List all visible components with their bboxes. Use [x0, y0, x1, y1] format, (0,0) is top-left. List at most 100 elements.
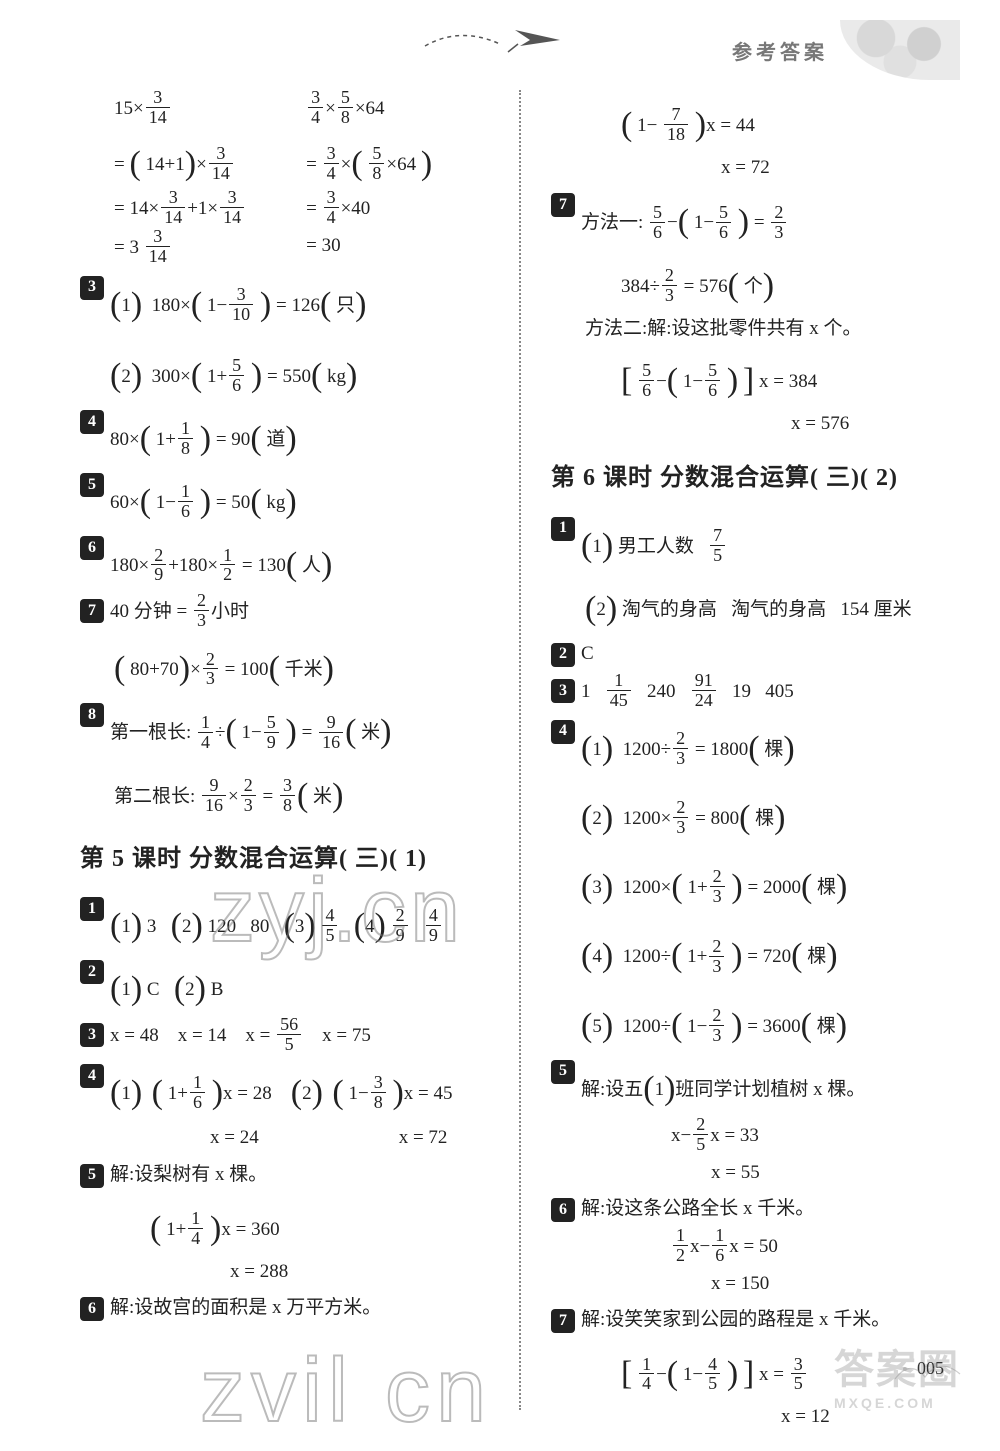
s6q5: 5 解:设五(1)班同学计划植树 x 棵。	[551, 1054, 960, 1115]
s6q7: 7 解:设笑笑家到公园的路程是 x 千米。	[551, 1303, 960, 1337]
q6: 6 180×29+180×12 = 130( 人)	[80, 530, 499, 591]
expr: = 34×40	[306, 190, 432, 229]
badge-7: 7	[551, 193, 575, 217]
expr: x = 150	[551, 1267, 960, 1301]
expr: = 3 314	[114, 229, 246, 268]
expr: 34×58×64	[306, 90, 432, 129]
expr: (3) 1200×( 1+23 ) = 2000( 棵)	[581, 852, 847, 913]
rq7: 7 方法一: 56−( 1−56 ) = 23	[551, 187, 960, 248]
badge-4: 4	[551, 720, 575, 744]
expr: x = 576	[551, 407, 960, 441]
q5: 5 60×( 1−16 ) = 50( kg)	[80, 467, 499, 528]
badge-7: 7	[80, 599, 104, 623]
badge-1: 1	[551, 517, 575, 541]
badge-2: 2	[80, 960, 104, 984]
s6q4: 4 (1) 1200÷23 = 1800( 棵) (2) 1200×23 = 8…	[551, 714, 960, 1052]
expr: x−25x = 33	[551, 1117, 960, 1156]
expr: (1) 男工人数 75	[581, 511, 727, 572]
s6q2: 2 C	[551, 637, 960, 671]
expr: (1) 1200÷23 = 1800( 棵)	[581, 714, 847, 775]
s5q3: 3 x = 48 x = 14 x = 565 x = 75	[80, 1017, 499, 1056]
q4: 4 80×( 1+18 ) = 90( 道)	[80, 404, 499, 465]
expr: x = 55	[551, 1156, 960, 1190]
s5q4: 4 (1) ( 1+16 )x = 28 (2) ( 1−38 )x = 45	[80, 1058, 499, 1119]
badge-5: 5	[80, 473, 104, 497]
expr: 15×314	[114, 90, 246, 129]
expr: x = 288	[80, 1255, 499, 1289]
expr: 解:设梨树有 x 棵。	[110, 1158, 267, 1192]
expr: x = 24	[210, 1121, 259, 1155]
badge-6: 6	[80, 536, 104, 560]
expr: 80×( 1+18 ) = 90( 道)	[110, 404, 297, 465]
q3: 3 (1) 180×( 1−310 ) = 126( 只) (2) 300×( …	[80, 270, 499, 402]
badge-7: 7	[551, 1309, 575, 1333]
s5q5: 5 解:设梨树有 x 棵。	[80, 1158, 499, 1192]
expr: (2) 1200×23 = 800( 棵)	[581, 783, 847, 844]
expr: 40 分钟 = 23小时	[110, 593, 249, 632]
badge-3: 3	[80, 1023, 104, 1047]
header-label: 参考答案	[732, 36, 828, 65]
s6q6: 6 解:设这条公路全长 x 千米。	[551, 1192, 960, 1226]
header-decor	[840, 20, 960, 80]
s5q1: 1 (1) 3 (2) 120 80 (3) 45 (4) 29 49	[80, 891, 499, 952]
section-6-title: 第 6 课时 分数混合运算( 三)( 2)	[551, 457, 960, 500]
expr: = 34×( 58×64 )	[306, 129, 432, 190]
page: 参考答案 15×314 = ( 14+1)×314 = 14×314+1×314…	[0, 0, 1000, 1451]
expr: x = 12	[551, 1400, 960, 1434]
expr: (1) 180×( 1−310 ) = 126( 只)	[110, 270, 366, 331]
badge-3: 3	[551, 679, 575, 703]
expr: 第一根长: 14÷( 1−59 ) = 916( 米)	[110, 697, 391, 758]
s5q6: 6 解:设故宫的面积是 x 万平方米。	[80, 1291, 499, 1325]
expr-block-1: 15×314 = ( 14+1)×314 = 14×314+1×314 = 3 …	[80, 90, 499, 268]
s5q2: 2 (1) C (2) B	[80, 954, 499, 1015]
expr: C	[581, 637, 594, 671]
expr: = 30	[306, 229, 432, 263]
expr: 解:设五(1)班同学计划植树 x 棵。	[581, 1054, 865, 1115]
expr: x = 48 x = 14 x = 565 x = 75	[110, 1017, 371, 1056]
expr: 1 145 240 9124 19 405	[581, 673, 794, 712]
expr: = ( 14+1)×314	[114, 129, 246, 190]
expr: 解:设这条公路全长 x 千米。	[581, 1192, 814, 1226]
right-column: ( 1− 718 )x = 44 x = 72 7 方法一: 56−( 1−56…	[521, 90, 960, 1420]
expr: (1) C (2) B	[110, 954, 223, 1015]
expr: (1) 3 (2) 120 80 (3) 45 (4) 29 49	[110, 891, 443, 952]
left-column: 15×314 = ( 14+1)×314 = 14×314+1×314 = 3 …	[80, 90, 519, 1420]
expr: [ 56−( 1−56 ) ] x = 384	[551, 346, 960, 407]
badge-8: 8	[80, 703, 104, 727]
paper-plane-icon	[420, 26, 600, 56]
badge-4: 4	[80, 410, 104, 434]
q8: 8 第一根长: 14÷( 1−59 ) = 916( 米)	[80, 697, 499, 758]
expr: 180×29+180×12 = 130( 人)	[110, 530, 332, 591]
expr: 解:设故宫的面积是 x 万平方米。	[110, 1291, 381, 1325]
badge-5: 5	[551, 1060, 575, 1084]
badge-1: 1	[80, 897, 104, 921]
expr: (4) 1200÷( 1+23 ) = 720( 棵)	[581, 921, 847, 982]
expr: x = 72	[399, 1121, 448, 1155]
badge-6: 6	[80, 1297, 104, 1321]
expr: 解:设笑笑家到公园的路程是 x 千米。	[581, 1303, 890, 1337]
expr: ( 80+70)×23 = 100( 千米)	[80, 634, 499, 695]
expr: 12x−16x = 50	[551, 1228, 960, 1267]
s6q1: 1 (1) 男工人数 75	[551, 511, 960, 572]
expr: ( 1+14 )x = 360	[80, 1194, 499, 1255]
expr: 方法二:解:设这批零件共有 x 个。	[551, 312, 960, 346]
expr: (1) ( 1+16 )x = 28 (2) ( 1−38 )x = 45	[110, 1058, 453, 1119]
expr: 方法一: 56−( 1−56 ) = 23	[581, 187, 788, 248]
page-decor-icon	[890, 1349, 970, 1389]
s5q4b: x = 24 x = 72	[80, 1121, 499, 1155]
expr: (2) 300×( 1+56 ) = 550( kg)	[110, 341, 366, 402]
section-5-title: 第 5 课时 分数混合运算( 三)( 1)	[80, 838, 499, 881]
q7: 7 40 分钟 = 23小时	[80, 593, 499, 632]
expr: 第二根长: 916×23 = 38( 米)	[80, 761, 499, 822]
s6q3: 3 1 145 240 9124 19 405	[551, 673, 960, 712]
expr: 60×( 1−16 ) = 50( kg)	[110, 467, 297, 528]
badge-4: 4	[80, 1064, 104, 1088]
badge-6: 6	[551, 1198, 575, 1222]
expr: ( 1− 718 )x = 44	[551, 90, 960, 151]
expr: x = 72	[551, 151, 960, 185]
expr: (5) 1200÷( 1−23 ) = 3600( 棵)	[581, 991, 847, 1052]
badge-5: 5	[80, 1164, 104, 1188]
expr: 384÷23 = 576( 个)	[551, 251, 960, 312]
badge-3: 3	[80, 276, 104, 300]
columns: 15×314 = ( 14+1)×314 = 14×314+1×314 = 3 …	[80, 90, 960, 1420]
